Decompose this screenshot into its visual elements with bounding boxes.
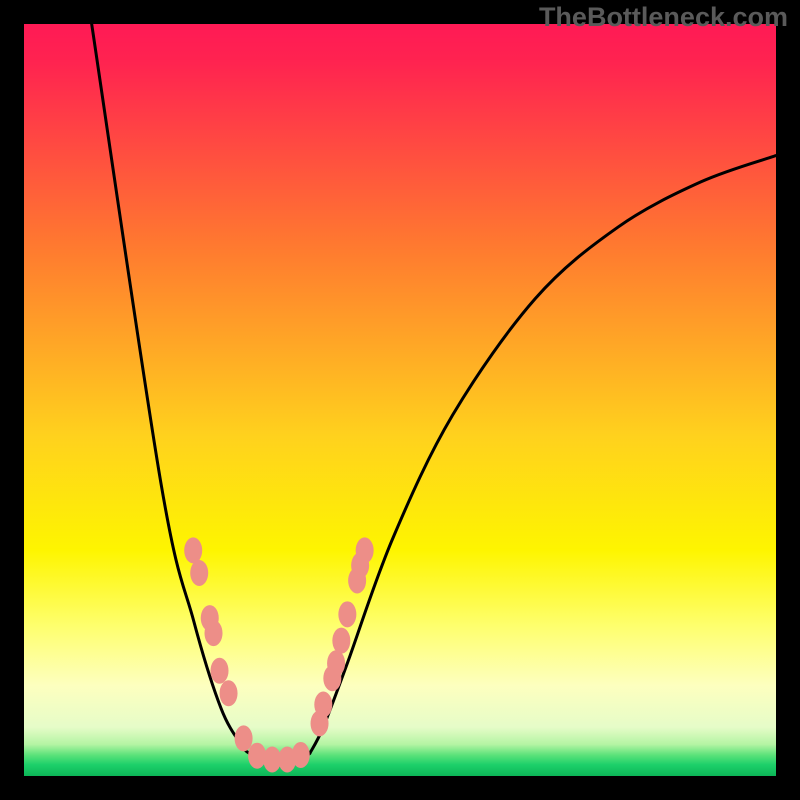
data-marker: [205, 620, 223, 646]
data-marker: [190, 560, 208, 586]
data-marker: [248, 743, 266, 769]
data-marker: [356, 537, 374, 563]
data-marker: [338, 601, 356, 627]
data-marker: [327, 650, 345, 676]
data-marker: [314, 692, 332, 718]
gradient-background: [24, 24, 776, 776]
watermark-text: TheBottleneck.com: [539, 2, 788, 33]
data-marker: [332, 628, 350, 654]
data-marker: [184, 537, 202, 563]
data-marker: [292, 742, 310, 768]
data-marker: [235, 725, 253, 751]
plot-area: [24, 24, 776, 776]
chart-svg: [24, 24, 776, 776]
data-marker: [220, 680, 238, 706]
data-marker: [211, 658, 229, 684]
chart-frame: TheBottleneck.com: [0, 0, 800, 800]
